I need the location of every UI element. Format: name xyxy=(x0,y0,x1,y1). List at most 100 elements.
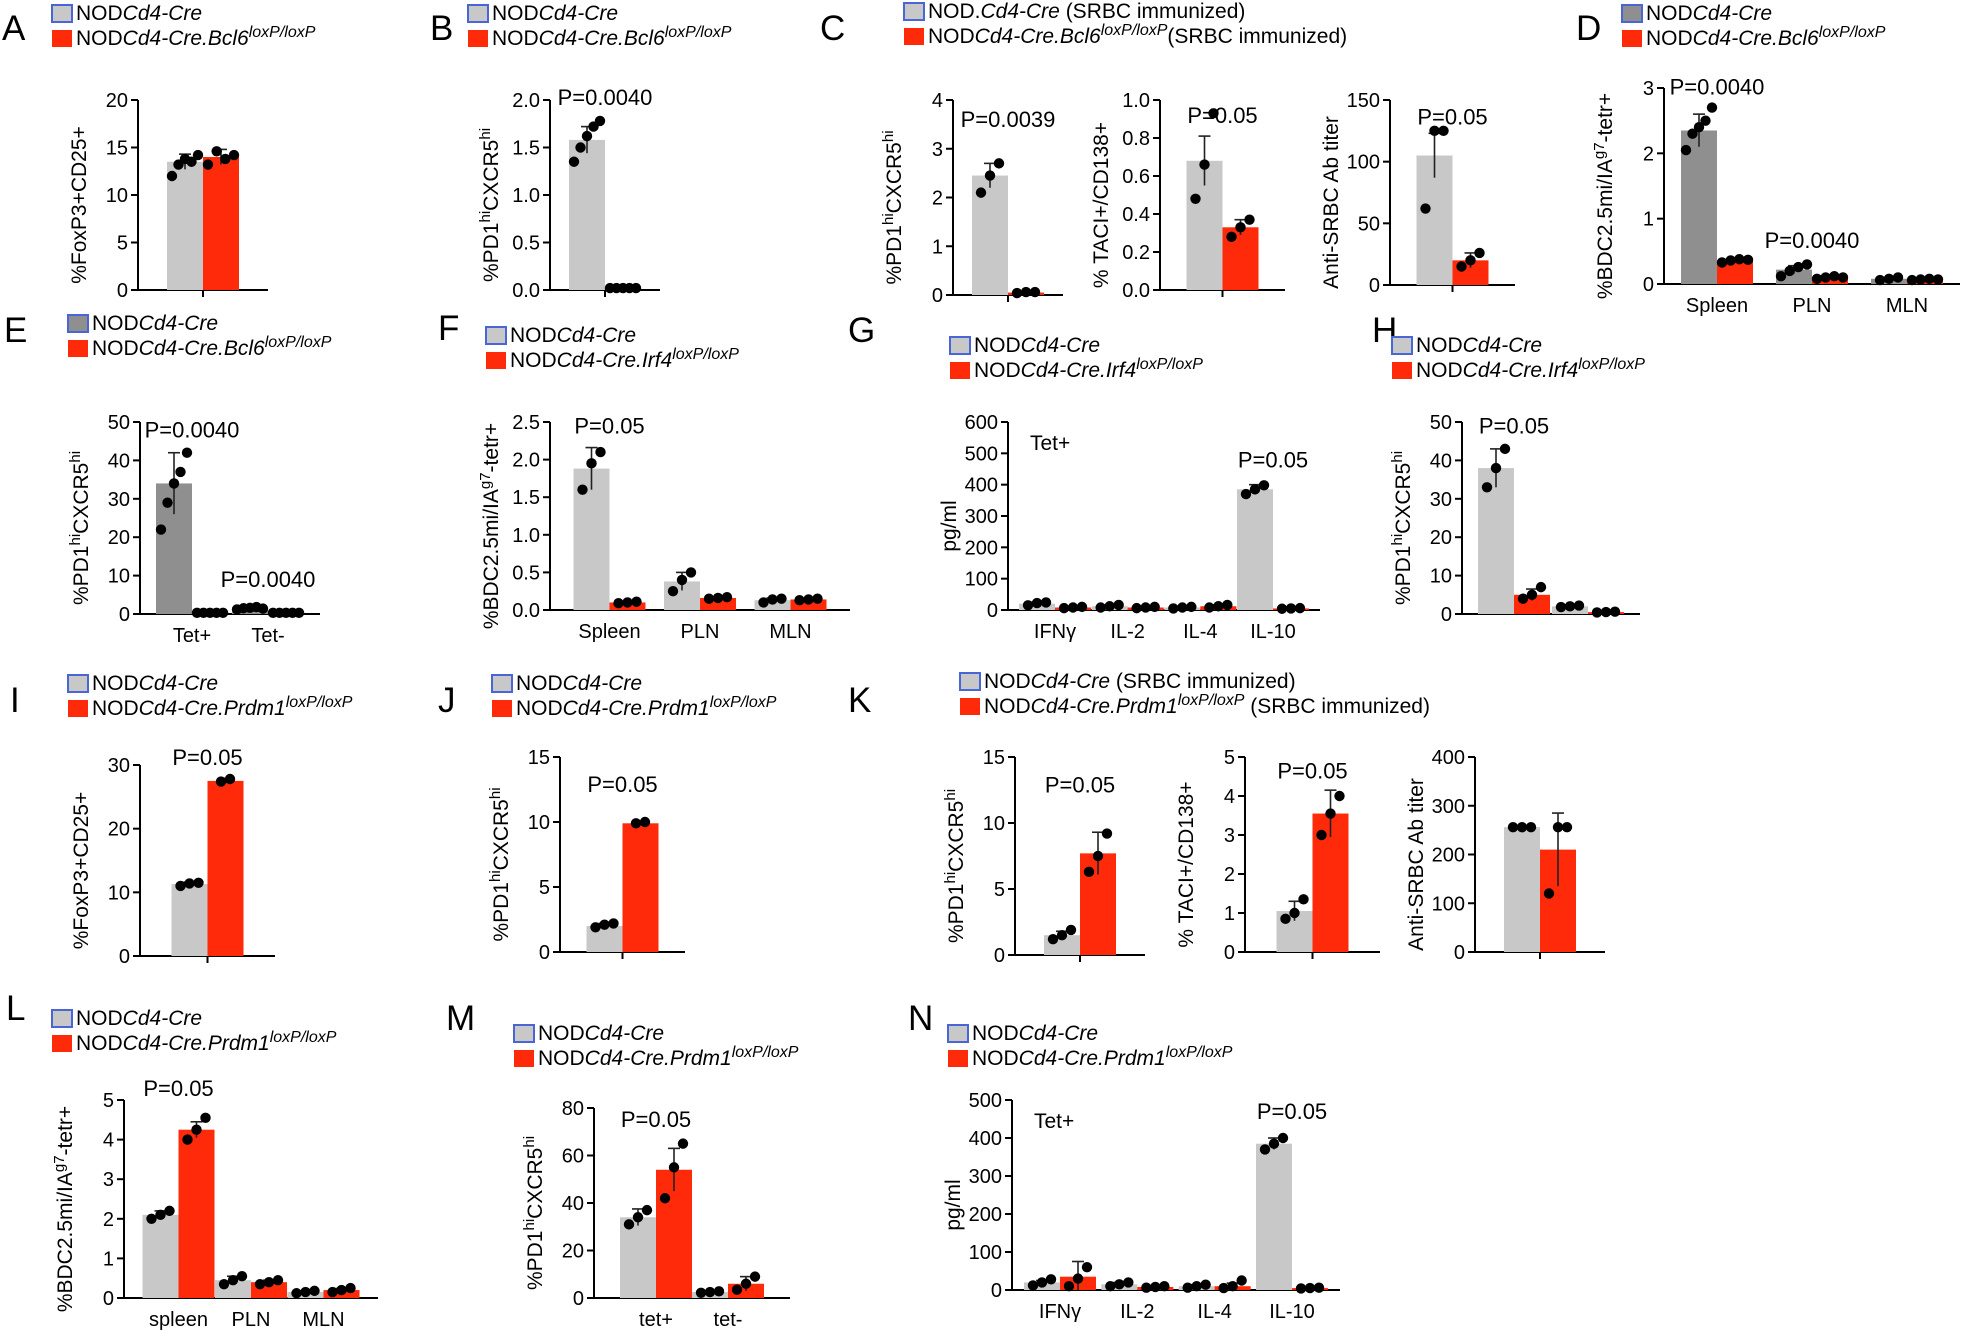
annotation-tet: Tet+ xyxy=(1034,1110,1074,1133)
y-tick-label: 300 xyxy=(965,506,998,528)
y-tick-label: 0 xyxy=(573,1288,584,1310)
data-point xyxy=(181,447,193,458)
data-point xyxy=(193,877,204,888)
y-tick-label: 1.0 xyxy=(512,525,540,547)
y-tick-label: 20 xyxy=(562,1241,584,1263)
p-value: P=0.05 xyxy=(172,745,242,770)
y-tick-label: 100 xyxy=(965,569,998,591)
y-axis-label: % TACI+/CD138+ xyxy=(1090,122,1113,288)
data-point xyxy=(1213,601,1224,612)
y-tick-label: 0.0 xyxy=(1122,280,1150,302)
data-point xyxy=(639,816,651,828)
legend-swatch xyxy=(903,2,925,21)
bar xyxy=(1681,130,1717,284)
legend-swatch xyxy=(468,30,488,47)
data-point xyxy=(1083,866,1095,878)
x-tick-label: PLN xyxy=(232,1309,271,1331)
data-point xyxy=(1687,128,1698,139)
data-point xyxy=(1244,214,1255,225)
y-tick-label: 400 xyxy=(965,475,998,497)
x-tick-label: IL-10 xyxy=(1269,1301,1315,1323)
data-point xyxy=(1104,601,1115,612)
data-point xyxy=(1883,273,1895,284)
data-point xyxy=(1268,1138,1280,1149)
data-point xyxy=(1801,259,1813,270)
p-value: P=0.05 xyxy=(143,1076,213,1101)
data-point xyxy=(1420,203,1431,214)
data-point xyxy=(1072,1273,1084,1284)
y-axis-label: % TACI+/CD138+ xyxy=(1175,781,1198,947)
data-point xyxy=(1101,828,1113,839)
p-value: P=0.0040 xyxy=(1765,228,1860,253)
y-tick-label: 10 xyxy=(983,813,1005,835)
y-tick-label: 2.0 xyxy=(512,450,540,472)
data-point xyxy=(200,1112,211,1124)
data-point xyxy=(1280,913,1291,925)
data-point xyxy=(731,1284,743,1295)
data-point xyxy=(975,187,987,198)
legend-swatch xyxy=(1622,30,1642,47)
data-point xyxy=(1609,606,1621,617)
legend-label: NOD.Cd4-Cre (SRBC immunized) xyxy=(928,0,1245,23)
panel-h: H NODCd4-CreNODCd4-Cre.Irf4loxP/loxP01020… xyxy=(1372,311,1645,626)
data-point xyxy=(1793,261,1804,273)
data-point xyxy=(1045,1274,1057,1285)
y-tick-label: 15 xyxy=(528,747,550,769)
legend-label: NODCd4-Cre.Bcl6loxP/loxP xyxy=(1646,24,1886,51)
legend-swatch xyxy=(52,1035,72,1052)
y-tick-label: 200 xyxy=(965,537,998,559)
y-tick-label: 500 xyxy=(965,443,998,465)
data-point xyxy=(1011,287,1023,299)
legend-swatch xyxy=(67,314,89,333)
panel-label: G xyxy=(848,311,875,350)
panel-k: K NODCd4-Cre (SRBC immunized)NODCd4-Cre.P… xyxy=(848,670,1605,967)
data-point xyxy=(1693,122,1705,133)
data-point xyxy=(263,1276,275,1288)
data-point xyxy=(227,1274,239,1286)
panel-label: K xyxy=(848,681,871,720)
y-tick-label: 1.5 xyxy=(512,138,540,160)
legend-label: NODCd4-Cre.Bcl6loxP/loxP(SRBC immunized) xyxy=(928,22,1347,49)
y-tick-label: 200 xyxy=(1432,845,1465,867)
legend-label: NODCd4-Cre.Irf4loxP/loxP xyxy=(974,356,1203,383)
x-tick-label: IFNγ xyxy=(1039,1301,1081,1323)
x-tick-label: IL-4 xyxy=(1183,621,1217,643)
data-point xyxy=(192,149,204,161)
y-axis-label: %PD1hiCXCR5hi xyxy=(880,130,907,284)
y-tick-label: 10 xyxy=(108,566,130,588)
y-axis-label: %BDC2.5mi/IAg7-tetr+ xyxy=(51,1106,78,1312)
data-point xyxy=(202,159,214,170)
data-point xyxy=(1474,247,1485,259)
legend-label: NODCd4-Cre xyxy=(1646,2,1772,25)
y-tick-label: 2 xyxy=(103,1209,114,1231)
data-point xyxy=(704,1286,716,1298)
legend-swatch xyxy=(68,340,88,357)
data-point xyxy=(1259,1144,1271,1155)
data-point xyxy=(659,1193,671,1204)
data-point xyxy=(1837,272,1849,283)
data-point xyxy=(767,594,778,605)
legend-swatch xyxy=(1621,4,1643,23)
data-point xyxy=(1555,601,1567,613)
data-point xyxy=(613,598,624,609)
data-point xyxy=(1561,822,1573,833)
data-point xyxy=(993,158,1005,169)
data-point xyxy=(1150,1281,1161,1293)
data-point xyxy=(1298,894,1309,905)
legend-swatch xyxy=(947,1024,969,1043)
x-tick-label: spleen xyxy=(149,1309,208,1331)
data-point xyxy=(1040,597,1052,608)
data-point xyxy=(164,1205,175,1217)
legend-label: NODCd4-Cre xyxy=(1416,334,1542,357)
data-point xyxy=(1526,589,1538,600)
panel-label: M xyxy=(446,999,475,1038)
data-point xyxy=(186,156,197,167)
p-value: P=0.05 xyxy=(1277,758,1347,783)
data-point xyxy=(1240,488,1252,500)
bar xyxy=(171,884,208,956)
y-tick-label: 20 xyxy=(108,819,130,841)
y-tick-label: 3 xyxy=(1224,825,1235,847)
